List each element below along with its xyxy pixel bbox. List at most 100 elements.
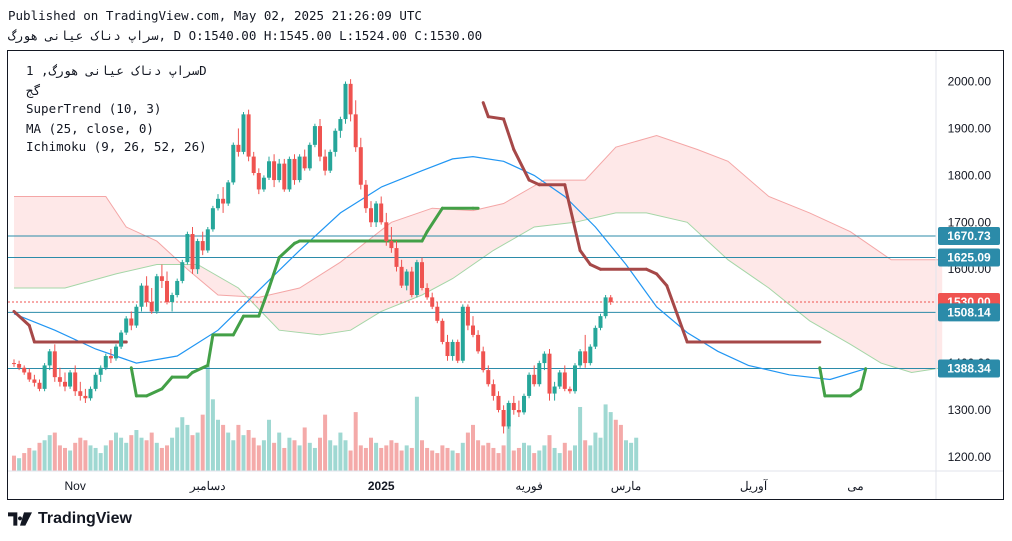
volume-bar: [476, 440, 481, 471]
volume-bar: [88, 445, 93, 471]
volume-bar: [532, 453, 537, 471]
volume-bar: [547, 435, 552, 471]
volume-bar: [450, 450, 455, 471]
ichimoku-span-a: [14, 134, 943, 298]
legend-title: سراپ دناک عیانی هورگ, 1D: [26, 63, 207, 78]
volume-bar: [282, 447, 287, 471]
candle-body: [608, 297, 613, 303]
volume-bar: [185, 424, 190, 471]
candle-body: [57, 377, 62, 382]
volume-bar: [190, 435, 195, 471]
chart-frame: 2000.001900.001800.001700.001600.001500.…: [7, 50, 1004, 500]
candle-body: [256, 173, 261, 190]
volume-bar: [552, 447, 557, 471]
footer: TradingView: [8, 510, 132, 528]
candle-body: [103, 356, 108, 368]
supertrend-segment: [563, 183, 582, 252]
candle-body: [149, 302, 154, 312]
volume-bar: [491, 447, 496, 471]
volume-bar: [588, 445, 593, 471]
candle-body: [287, 158, 292, 190]
volume-bar: [292, 440, 297, 471]
volume-bar: [455, 453, 460, 471]
volume-bar: [542, 445, 547, 471]
volume-bar: [323, 414, 328, 471]
volume-bar: [634, 437, 639, 471]
legend-ma[interactable]: MA (25, close, 0): [26, 121, 154, 136]
volume-bar: [175, 427, 180, 471]
volume-bar: [22, 453, 27, 471]
volume-bar: [302, 427, 307, 471]
volume-bar: [200, 414, 205, 471]
candle-body: [445, 341, 450, 357]
volume-bar: [537, 450, 542, 471]
volume-bar: [629, 442, 634, 471]
volume-bar: [384, 445, 389, 471]
supertrend-segment: [818, 366, 827, 398]
volume-bar: [246, 430, 251, 471]
supertrend-segment: [655, 272, 669, 288]
supertrend-segment: [527, 178, 541, 187]
tradingview-logo-icon: [8, 512, 32, 526]
candle-body: [170, 295, 175, 303]
candle-body: [440, 320, 445, 342]
volume-bar: [374, 442, 379, 471]
candle-body: [435, 306, 440, 321]
volume-bar: [180, 417, 185, 471]
supertrend-segment: [27, 324, 36, 344]
candle-body: [68, 372, 73, 387]
volume-bar: [598, 437, 603, 471]
candle-body: [578, 351, 583, 366]
volume-bar: [481, 445, 486, 471]
volume-bar: [608, 412, 613, 471]
x-tick-label: دسامبر: [189, 479, 226, 493]
volume-bar: [363, 447, 368, 471]
candle-body: [481, 351, 486, 371]
volume-bar: [389, 440, 394, 471]
candle-body: [394, 248, 399, 267]
volume-bar: [613, 419, 618, 471]
candle-body: [460, 306, 465, 361]
volume-bar: [338, 432, 343, 471]
volume-bar: [205, 366, 210, 471]
candle-body: [144, 285, 149, 303]
volume-bar: [216, 419, 220, 471]
candle-body: [114, 346, 118, 359]
volume-bar: [414, 396, 419, 471]
candle-body: [338, 119, 343, 131]
candle-body: [425, 287, 430, 298]
volume-bar: [603, 404, 608, 471]
volume-bar: [333, 445, 338, 471]
candle-body: [567, 388, 572, 392]
candle-body: [486, 370, 491, 385]
candle-body: [98, 367, 103, 375]
candle-body: [465, 306, 470, 326]
volume-bar: [501, 445, 506, 471]
supertrend-segment: [277, 241, 296, 259]
candle-body: [573, 365, 577, 392]
candle-body: [236, 144, 241, 152]
ma-line: [13, 155, 866, 381]
supertrend-segment: [267, 255, 281, 290]
candle-body: [159, 276, 164, 281]
candle-body: [527, 374, 532, 396]
price-badge-label: 1670.73: [947, 229, 991, 243]
volume-bar: [404, 445, 409, 471]
candle-body: [119, 332, 124, 347]
volume-bar: [119, 437, 124, 471]
legend-ichimoku[interactable]: Ichimoku (9, 26, 52, 26): [26, 139, 207, 154]
price-chart[interactable]: 2000.001900.001800.001700.001600.001500.…: [8, 51, 1003, 499]
candle-body: [251, 156, 256, 174]
candle-body: [532, 374, 537, 385]
supertrend-segment: [675, 312, 689, 344]
volume-bar: [231, 440, 236, 471]
candle-body: [603, 297, 608, 317]
volume-bar: [52, 432, 57, 471]
legend-supertrend[interactable]: SuperTrend (10, 3): [26, 101, 162, 116]
y-tick-label: 1200.00: [948, 450, 992, 464]
volume-bar: [108, 440, 113, 471]
legend-subtitle: گج: [26, 83, 42, 98]
candle-body: [221, 198, 226, 204]
candle-body: [369, 208, 373, 223]
supertrend-segment: [129, 366, 138, 398]
